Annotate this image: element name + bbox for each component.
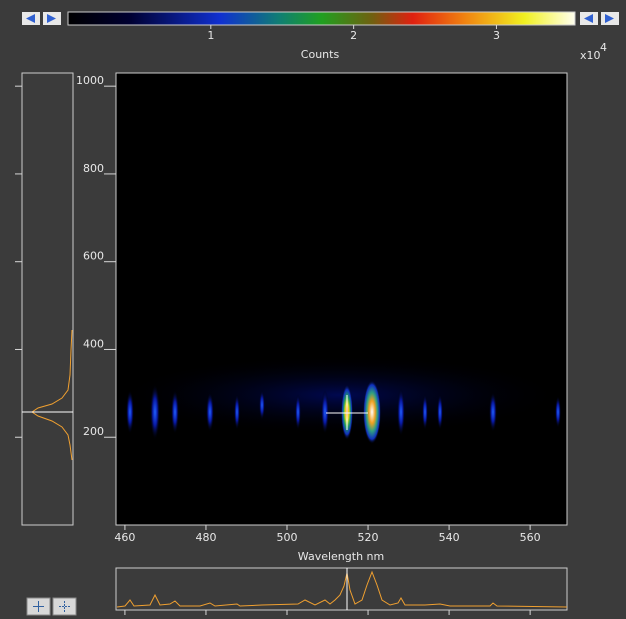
x-tick-label: 460 xyxy=(114,531,135,544)
colorbar-label: Counts xyxy=(301,48,340,61)
image-panel xyxy=(116,73,567,525)
y-tick-label: 1000 xyxy=(76,74,104,87)
x-tick-label: 520 xyxy=(358,531,379,544)
colorbar-tick-label: 2 xyxy=(350,29,357,42)
x-tick-label: 540 xyxy=(439,531,460,544)
colorbar-tick-label: 1 xyxy=(207,29,214,42)
x-tick-label: 500 xyxy=(276,531,297,544)
pan-buttons[interactable] xyxy=(27,598,76,615)
colorbar xyxy=(68,12,575,25)
x-axis-label: Wavelength nm xyxy=(298,550,384,563)
app: Counts x10 4 Wavelength nm 1 2 3 460 480 500 5… xyxy=(0,0,626,619)
horizontal-profile xyxy=(117,572,567,607)
colorbar-scale: x10 xyxy=(580,49,601,62)
vertical-profile-panel xyxy=(22,73,73,525)
x-tick-label: 560 xyxy=(520,531,541,544)
vertical-profile xyxy=(32,330,72,460)
horizontal-profile-panel xyxy=(116,568,567,610)
colorbar-exponent: 4 xyxy=(600,41,607,54)
y-tick-label: 800 xyxy=(83,162,104,175)
y-tick-label: 200 xyxy=(83,425,104,438)
y-tick-label: 400 xyxy=(83,337,104,350)
colorbar-left-buttons[interactable] xyxy=(22,12,61,25)
x-tick-label: 480 xyxy=(195,531,216,544)
y-tick-label: 600 xyxy=(83,250,104,263)
colorbar-tick-label: 3 xyxy=(493,29,500,42)
colorbar-right-buttons[interactable] xyxy=(580,12,619,25)
